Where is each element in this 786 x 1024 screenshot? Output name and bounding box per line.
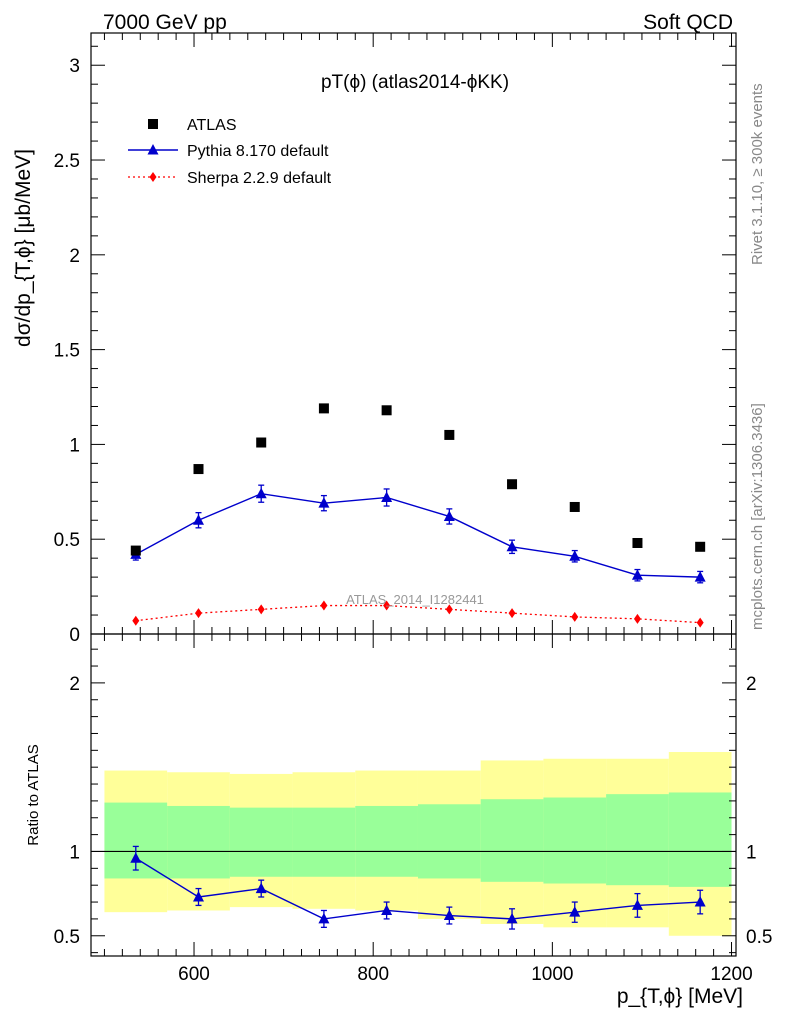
sherpa-point <box>508 608 516 619</box>
sherpa-point <box>320 600 328 611</box>
ratio-y-tick-label-right: 2 <box>746 674 757 695</box>
atlas-point <box>130 545 141 556</box>
legend-marker-pythia <box>147 144 159 155</box>
ratio-pythia-point <box>631 899 643 910</box>
ratio-y-tick-label: 1 <box>69 842 80 863</box>
ratio-pythia-point <box>318 912 330 924</box>
atlas-point <box>507 479 518 490</box>
inner-band-bin <box>355 805 418 877</box>
legend-label-atlas: ATLAS <box>187 117 237 134</box>
sherpa-point <box>571 611 579 622</box>
ratio-pythia-point <box>694 896 706 907</box>
pythia-point <box>381 491 393 502</box>
ratio-pythia-line <box>135 857 701 920</box>
pythia-point <box>255 487 267 499</box>
sherpa-point <box>633 613 641 624</box>
y-tick-label: 0.5 <box>54 530 80 551</box>
ratio-y-tick-label: 0.5 <box>54 927 80 948</box>
legend-marker-atlas <box>148 119 158 129</box>
atlas-point <box>444 429 455 440</box>
atlas-point <box>695 541 706 552</box>
x-tick-label: 600 <box>178 964 210 985</box>
ratio-pythia-point <box>569 906 581 917</box>
inner-band-bin <box>606 794 669 886</box>
atlas-point <box>318 403 329 414</box>
sherpa-point <box>445 604 453 615</box>
atlas-point <box>256 437 267 448</box>
x-tick-label: 1200 <box>710 964 752 985</box>
x-tick-label: 800 <box>357 964 389 985</box>
atlas-point <box>569 501 580 512</box>
pythia-point <box>569 550 581 561</box>
watermark-label: ATLAS_2014_I1282441 <box>346 592 484 607</box>
x-tick-labels: 600 800 1000 1200 <box>178 964 752 985</box>
inner-band-bin <box>417 804 481 879</box>
ratio-ticks: 0.5 0.5 1 1 2 2 <box>54 634 772 956</box>
pythia-point <box>506 540 518 552</box>
atlas-point <box>381 405 392 416</box>
ratio-panel: 0.5 0.5 1 1 2 2 Ratio to ATLAS <box>25 633 772 957</box>
y-tick-label: 2.5 <box>54 151 80 172</box>
legend-label-pythia: Pythia 8.170 default <box>187 143 329 160</box>
rivet-version-label: Rivet 3.1.10, ≥ 300k events <box>749 83 766 265</box>
ratio-y-tick-label-right: 0.5 <box>746 927 772 948</box>
ratio-y-tick-label-right: 1 <box>746 842 757 863</box>
ratio-pythia-point <box>255 882 267 894</box>
legend: ATLAS Pythia 8.170 default Sherpa 2.2.9 de… <box>128 117 332 187</box>
pythia-point <box>193 514 204 525</box>
ratio-data-layer <box>91 752 736 936</box>
pythia-point <box>631 569 643 580</box>
inner-band-bin <box>668 792 732 887</box>
y-tick-label: 2 <box>69 246 80 267</box>
y-tick-label: 0 <box>69 625 80 646</box>
y-tick-label: 1 <box>69 435 80 456</box>
ratio-pythia-point <box>130 852 142 863</box>
inner-band-bin <box>480 799 544 882</box>
y-tick-label: 1.5 <box>54 341 80 362</box>
ratio-pythia-point <box>506 912 518 924</box>
pythia-point <box>694 571 706 582</box>
inner-band-bin <box>292 807 356 877</box>
x-axis-label: p_{T,ϕ} [MeV] <box>617 985 743 1008</box>
main-ticks: 0 0.5 1 1.5 2 2.5 3 <box>54 33 736 646</box>
inner-band-bin <box>543 797 607 884</box>
legend-marker-sherpa <box>149 172 157 182</box>
main-data-layer <box>130 403 706 628</box>
energy-label: 7000 GeV pp <box>103 11 227 34</box>
pythia-point <box>443 510 455 521</box>
sherpa-point <box>696 617 704 628</box>
main-panel: 0 0.5 1 1.5 2 2.5 3 pT(ϕ) (atlas2014-ϕKK) ATLA… <box>12 32 737 646</box>
sherpa-line <box>135 604 701 624</box>
sherpa-point <box>195 608 202 619</box>
inner-band-bin <box>229 807 293 877</box>
main-title: pT(ϕ) (atlas2014-ϕKK) <box>321 72 509 93</box>
ratio-pythia-point <box>381 904 393 915</box>
mcplots-reference-label: mcplots.cern.ch [arXiv:1306.3436] <box>749 403 766 630</box>
y-tick-label: 3 <box>69 56 80 77</box>
atlas-point <box>193 464 204 475</box>
x-tick-label: 1000 <box>531 964 573 985</box>
category-label: Soft QCD <box>643 11 733 34</box>
sherpa-point <box>257 604 265 615</box>
ratio-y-tick-label: 2 <box>69 674 80 695</box>
legend-label-sherpa: Sherpa 2.2.9 default <box>187 170 332 187</box>
sherpa-point <box>132 615 140 626</box>
ratio-pythia-point <box>193 890 204 902</box>
atlas-point <box>632 537 643 548</box>
ratio-frame <box>90 633 737 957</box>
pythia-line <box>135 492 701 578</box>
main-y-axis-label: dσ/dp_{T,ϕ} [μb/MeV] <box>12 149 35 347</box>
ratio-pythia-point <box>443 909 455 921</box>
ratio-y-axis-label: Ratio to ATLAS <box>25 744 42 845</box>
inner-band-bin <box>167 805 230 879</box>
pythia-point <box>318 497 330 508</box>
sherpa-point <box>383 600 391 611</box>
